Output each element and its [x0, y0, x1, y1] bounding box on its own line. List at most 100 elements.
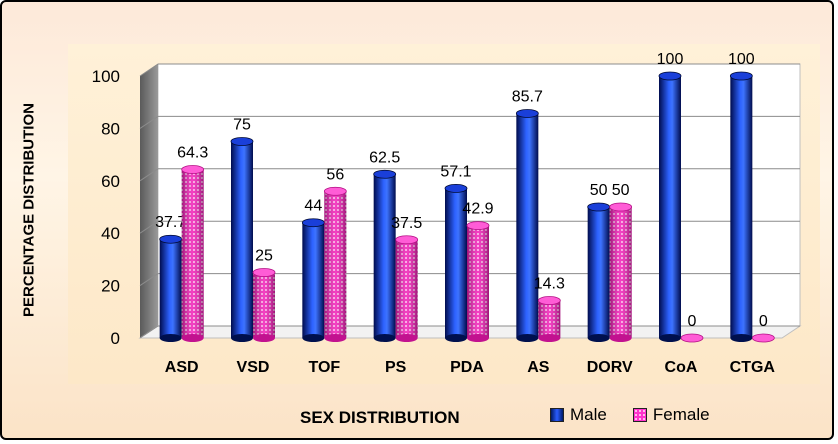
bar-female-as	[537, 296, 561, 342]
bar-shade	[609, 207, 632, 338]
bar-top	[680, 333, 704, 343]
bar-base	[609, 334, 632, 342]
bar-shade	[324, 191, 347, 338]
bar-base	[324, 334, 347, 342]
bar-base	[231, 334, 253, 342]
bar-base	[181, 334, 204, 342]
y-tick-label: 20	[101, 277, 120, 296]
bar-body	[659, 76, 681, 338]
y-tick-label: 80	[101, 119, 120, 138]
x-tick-label-dorv: DORV	[587, 359, 633, 376]
bar-top	[587, 202, 611, 212]
bar-male-ps	[373, 169, 397, 342]
bar-female-dorv	[609, 202, 633, 342]
bar-body	[302, 222, 325, 338]
data-label-male-ctga: 100	[728, 51, 755, 68]
bar-top	[181, 165, 205, 174]
bar-male-as	[515, 109, 539, 342]
bar-base	[516, 334, 539, 342]
legend-item-male: Male	[550, 405, 607, 425]
bar-base	[302, 334, 325, 342]
bar-shade	[181, 169, 204, 338]
bar-top	[373, 169, 397, 179]
data-label-female-asd: 64.3	[177, 145, 208, 162]
bar-female-ctga	[751, 333, 775, 343]
x-axis-title: SEX DISTRIBUTION	[300, 408, 460, 427]
bar-top	[252, 268, 276, 277]
data-label-female-vsd: 25	[255, 248, 273, 265]
bar-shade	[538, 300, 561, 338]
bar-male-pda	[444, 183, 468, 342]
gridline-side	[139, 63, 159, 77]
gridline-side	[139, 168, 159, 182]
bar-top	[466, 221, 490, 231]
y-tick-label: 60	[101, 172, 120, 191]
bar-base	[253, 334, 275, 342]
bar-male-coa	[658, 71, 682, 342]
legend-label-male: Male	[570, 405, 607, 424]
bar-top	[537, 296, 561, 305]
gridline-side	[139, 115, 159, 129]
bar-base	[467, 334, 489, 342]
bar-top	[395, 235, 419, 245]
bar-body	[231, 141, 253, 338]
x-tick-label-as: AS	[527, 359, 550, 376]
y-tick-label: 100	[92, 67, 120, 86]
legend-label-female: Female	[652, 405, 710, 424]
bar-female-vsd	[252, 268, 276, 342]
bar-female-pda	[466, 221, 490, 342]
data-label-female-as: 14.3	[534, 276, 565, 293]
bar-shade	[467, 225, 489, 338]
legend: Male Female	[550, 405, 710, 425]
data-label-male-as: 85.7	[512, 88, 543, 105]
data-label-female-dorv: 50	[612, 182, 630, 199]
legend-item-female: Female	[632, 405, 710, 425]
legend-swatch-male	[550, 408, 564, 422]
bar-female-asd	[181, 165, 205, 342]
data-label-male-vsd: 75	[233, 117, 251, 134]
bar-top	[323, 186, 347, 196]
bar-body	[587, 207, 610, 338]
y-tick-label: 40	[101, 224, 120, 243]
y-axis-title: PERCENTAGE DISTRIBUTION	[20, 103, 38, 317]
bar-top	[751, 333, 775, 343]
bar-top	[515, 109, 539, 118]
bar-female-ps	[395, 235, 419, 342]
x-tick-label-tof: TOF	[308, 359, 340, 376]
x-tick-label-ctga: CTGA	[730, 359, 776, 376]
data-label-male-tof: 44	[304, 198, 322, 215]
bar-male-tof	[301, 218, 325, 342]
bar-male-vsd	[230, 137, 254, 342]
x-tick-label-coa: CoA	[665, 359, 698, 376]
data-label-male-coa: 100	[657, 51, 684, 68]
bar-shade	[395, 239, 418, 338]
y-tick-label: 0	[111, 329, 120, 348]
bar-female-tof	[323, 186, 347, 342]
x-tick-label-asd: ASD	[165, 359, 199, 376]
bar-female-coa	[680, 333, 704, 343]
bar-body	[445, 188, 467, 338]
bar-base	[159, 334, 182, 342]
bar-base	[445, 334, 467, 342]
gridline-side	[139, 325, 159, 339]
bar-top	[609, 202, 633, 212]
bar-top	[230, 137, 254, 146]
data-label-male-dorv: 50	[590, 182, 608, 199]
bar-base	[730, 334, 753, 342]
bar-base	[373, 334, 396, 342]
bar-top	[159, 234, 183, 244]
bar-base	[587, 334, 610, 342]
bar-body	[730, 76, 753, 338]
data-label-male-asd: 37.7	[155, 214, 186, 231]
bar-top	[301, 218, 325, 228]
side-wall	[140, 64, 158, 338]
bar-top	[729, 71, 753, 81]
bar-shade	[253, 272, 275, 338]
gridline-side	[139, 220, 159, 234]
bar-male-ctga	[729, 71, 753, 342]
data-label-female-coa: 0	[688, 313, 697, 330]
x-tick-label-ps: PS	[385, 359, 407, 376]
bar-male-asd	[159, 234, 183, 342]
data-label-female-tof: 56	[326, 166, 344, 183]
bar-body	[159, 239, 182, 338]
